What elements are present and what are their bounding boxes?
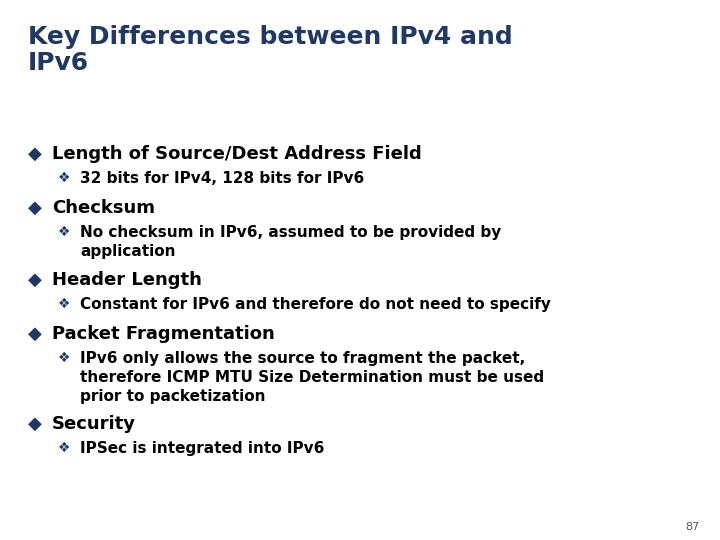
Text: ❖: ❖ <box>58 441 71 455</box>
Text: Key Differences between IPv4 and: Key Differences between IPv4 and <box>28 25 513 49</box>
Text: Header Length: Header Length <box>52 271 202 289</box>
Text: IPSec is integrated into IPv6: IPSec is integrated into IPv6 <box>80 441 325 456</box>
Text: ◆: ◆ <box>28 199 42 217</box>
Text: 32 bits for IPv4, 128 bits for IPv6: 32 bits for IPv4, 128 bits for IPv6 <box>80 171 364 186</box>
Text: ❖: ❖ <box>58 297 71 311</box>
Text: 87: 87 <box>685 522 700 532</box>
Text: ❖: ❖ <box>58 171 71 185</box>
Text: ◆: ◆ <box>28 145 42 163</box>
Text: No checksum in IPv6, assumed to be provided by
application: No checksum in IPv6, assumed to be provi… <box>80 225 501 259</box>
Text: IPv6 only allows the source to fragment the packet,
therefore ICMP MTU Size Dete: IPv6 only allows the source to fragment … <box>80 351 544 404</box>
Text: ◆: ◆ <box>28 271 42 289</box>
Text: Length of Source/Dest Address Field: Length of Source/Dest Address Field <box>52 145 422 163</box>
Text: IPv6: IPv6 <box>28 51 89 75</box>
Text: ❖: ❖ <box>58 225 71 239</box>
Text: Checksum: Checksum <box>52 199 155 217</box>
Text: Security: Security <box>52 415 136 433</box>
Text: ◆: ◆ <box>28 415 42 433</box>
Text: ◆: ◆ <box>28 325 42 343</box>
Text: ❖: ❖ <box>58 351 71 365</box>
Text: Packet Fragmentation: Packet Fragmentation <box>52 325 275 343</box>
Text: Constant for IPv6 and therefore do not need to specify: Constant for IPv6 and therefore do not n… <box>80 297 551 312</box>
